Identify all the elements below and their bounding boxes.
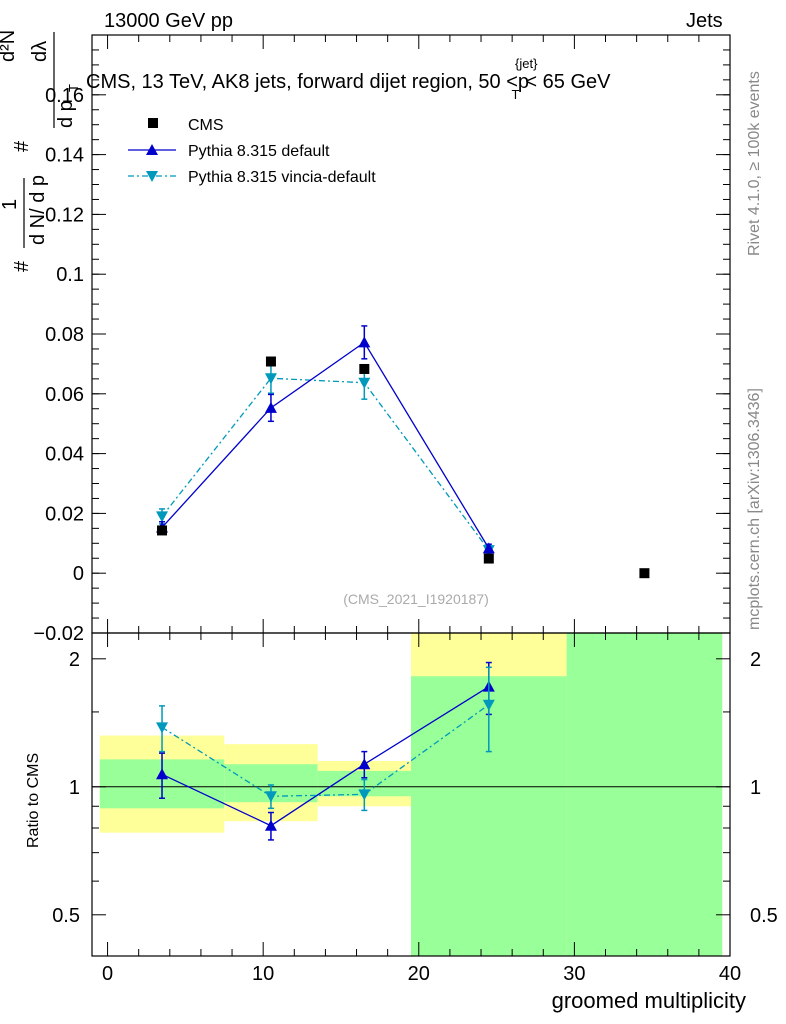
- chart-title: CMS, 13 TeV, AK8 jets, forward dijet reg…: [86, 56, 611, 102]
- main-ytick-label: 0.08: [45, 324, 84, 346]
- pythia-default-line: [161, 341, 490, 549]
- analysis-watermark: (CMS_2021_I1920187): [343, 591, 489, 607]
- header-left: 13000 GeV pp: [104, 10, 233, 32]
- ratio-plot-frame: [91, 632, 731, 957]
- ratio-pythia-default-point: [358, 758, 371, 770]
- cms-point: [157, 525, 168, 536]
- legend-pythia-vincia-label: Pythia 8.315 vincia-default: [188, 169, 376, 186]
- main-ytick-label: 0.16: [45, 85, 84, 107]
- ratio-pythia-vincia-point: [264, 791, 277, 803]
- chart-title-main: CMS, 13 TeV, AK8 jets, forward dijet reg…: [86, 71, 529, 93]
- ratio-pythia-vincia-point: [358, 789, 371, 801]
- legend: CMS Pythia 8.315 default Pythia 8.315 vi…: [128, 117, 376, 186]
- ratio-ytick-label-right: 1: [750, 777, 761, 799]
- legend-pythia-default-label: Pythia 8.315 default: [188, 143, 330, 160]
- main-ytick-label: 0.02: [45, 503, 84, 525]
- ylabel-one: 1: [0, 199, 21, 210]
- legend-pythia-vincia-marker: [146, 171, 158, 182]
- ratio-ytick-label: 2: [69, 649, 80, 671]
- ratio-ytick-label: 0.5: [52, 905, 80, 927]
- main-ytick-label: 0.12: [45, 204, 84, 226]
- ratio-ytick-label-right: 2: [750, 649, 761, 671]
- pythia-vincia-line: [161, 377, 490, 551]
- main-ytick-label: 0.04: [45, 444, 84, 466]
- legend-cms-marker: [148, 118, 158, 128]
- pythia-default-point: [358, 336, 371, 348]
- ratio-pythia-default-point: [156, 768, 169, 780]
- cms-point: [639, 568, 650, 579]
- ylabel-dp: d p: [55, 100, 77, 128]
- legend-cms-label: CMS: [188, 117, 224, 134]
- band-green-4: [566, 633, 723, 956]
- header-right: Jets: [686, 10, 723, 32]
- ratio-xtick-label: 40: [719, 963, 741, 985]
- ratio-xtick-label: 30: [563, 963, 585, 985]
- main-y-axis-label: # 1 d N/ d p # d p T d²N dλ: [0, 30, 81, 272]
- pythia-default-point: [264, 401, 277, 413]
- ratio-pythia-vincia-point: [156, 722, 169, 734]
- ratio-xtick-label: 20: [408, 963, 430, 985]
- main-ytick-label: 0: [73, 563, 84, 585]
- ratio-ticks: 0.5 0.51 12 20 10 20 30 40: [52, 633, 778, 985]
- ratio-series: [156, 661, 495, 841]
- ratio-y-axis-label: Ratio to CMS: [25, 753, 42, 848]
- main-ytick-label: 0.14: [45, 145, 84, 167]
- chart-title-tail: < 65 GeV: [525, 71, 611, 93]
- main-ytick-label: −0.02: [33, 623, 84, 645]
- cms-point: [483, 553, 494, 564]
- ratio-pythia-vincia-line: [161, 704, 490, 797]
- ylabel-dlambda: dλ: [29, 41, 51, 62]
- ratio-pythia-default-point: [264, 819, 277, 831]
- ratio-uncertainty-bands: [99, 633, 723, 956]
- ylabel-dN-dp: d N/ d p: [27, 175, 49, 245]
- ratio-xtick-label: 10: [252, 963, 274, 985]
- ylabel-hash-1: #: [11, 260, 33, 272]
- chart-title-sub: T: [511, 87, 519, 102]
- x-axis-label: groomed multiplicity: [552, 988, 746, 1013]
- ylabel-T: T: [66, 84, 81, 92]
- ratio-pythia-default-line: [161, 686, 490, 827]
- chart-title-sup: {jet}: [515, 56, 538, 71]
- ratio-ytick-label-right: 0.5: [750, 905, 778, 927]
- pythia-vincia-point: [358, 377, 371, 389]
- cms-point: [359, 363, 370, 374]
- ratio-xtick-label: 0: [102, 963, 113, 985]
- cms-point: [265, 356, 276, 367]
- main-series: [156, 325, 650, 579]
- main-ytick-label: 0.1: [56, 264, 84, 286]
- pythia-default-point: [482, 542, 495, 554]
- main-y-ticks: −0.02 0 0.02 0.04 0.06 0.08 0.1 0.12 0.14 0.16: [33, 34, 731, 645]
- ylabel-hash-2: #: [11, 140, 33, 152]
- main-ytick-label: 0.06: [45, 384, 84, 406]
- ylabel-d2N: d²N: [0, 30, 19, 62]
- ratio-pythia-vincia-point: [482, 699, 495, 711]
- pythia-vincia-point: [156, 511, 169, 523]
- pythia-vincia-point: [264, 373, 277, 385]
- legend-pythia-default-marker: [146, 144, 158, 155]
- ratio-ytick-label: 1: [69, 777, 80, 799]
